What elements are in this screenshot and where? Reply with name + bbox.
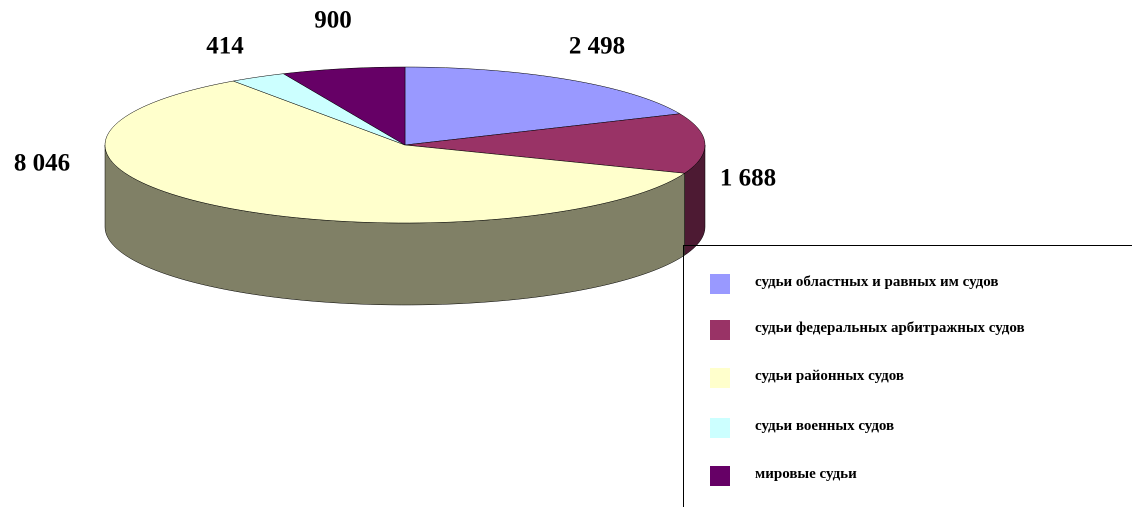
pie-slice — [404, 66, 681, 146]
legend-swatch — [710, 418, 730, 438]
value-label: 8 046 — [14, 150, 70, 177]
legend-label: судьи военных судов — [755, 418, 895, 434]
legend-item: судьи районных судов — [710, 368, 1095, 388]
legend-swatch — [710, 368, 730, 388]
value-label: 414 — [206, 33, 244, 60]
value-label: 1 688 — [720, 165, 776, 192]
legend-item: судьи областных и равных им судов — [710, 274, 1095, 294]
legend-item: судьи федеральных арбитражных судов — [710, 320, 1095, 340]
pie-slice — [232, 73, 406, 146]
legend-label: судьи федеральных арбитражных судов — [755, 320, 1025, 336]
legend-item: судьи военных судов — [710, 418, 1095, 438]
legend-item: мировые судьи — [710, 466, 1095, 486]
value-label: 2 498 — [569, 33, 625, 60]
pie-slice — [282, 66, 406, 146]
value-label: 900 — [314, 7, 352, 34]
legend-swatch — [710, 274, 730, 294]
legend-label: судьи районных судов — [755, 368, 904, 384]
pie-slice — [404, 113, 706, 174]
legend-label: судьи областных и равных им судов — [755, 274, 999, 290]
legend-swatch — [710, 466, 730, 486]
pie-slice — [104, 80, 686, 224]
legend-label: мировые судьи — [755, 466, 857, 482]
legend-swatch — [710, 320, 730, 340]
legend: судьи областных и равных им судов судьи ф… — [683, 245, 1132, 507]
